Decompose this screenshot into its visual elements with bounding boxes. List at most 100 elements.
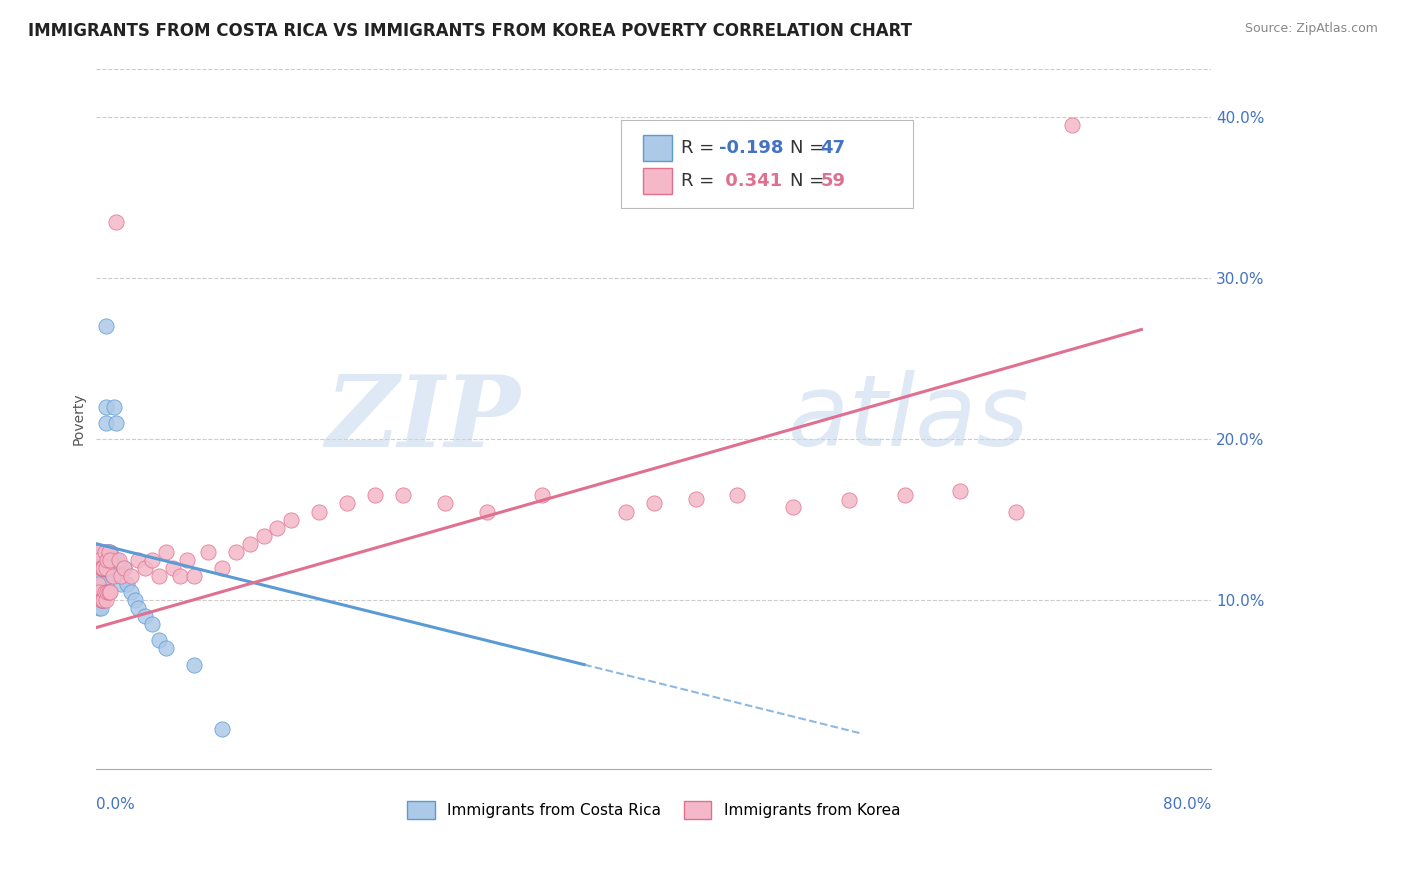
Point bbox=[211, 561, 233, 575]
Point bbox=[134, 561, 156, 575]
Point bbox=[90, 553, 112, 567]
Point bbox=[112, 561, 135, 575]
Point bbox=[94, 561, 117, 575]
Point bbox=[87, 545, 110, 559]
Point bbox=[614, 504, 637, 518]
Point bbox=[148, 569, 170, 583]
Point bbox=[124, 593, 146, 607]
Point bbox=[120, 569, 142, 583]
Point bbox=[97, 545, 120, 559]
Point bbox=[685, 491, 707, 506]
Point bbox=[89, 569, 111, 583]
Text: N =: N = bbox=[790, 172, 830, 190]
Point bbox=[183, 657, 205, 672]
Point bbox=[211, 722, 233, 736]
Text: N =: N = bbox=[790, 139, 830, 157]
Point bbox=[89, 601, 111, 615]
Point bbox=[98, 553, 121, 567]
Point bbox=[1060, 118, 1083, 132]
Point bbox=[127, 553, 149, 567]
Point bbox=[98, 545, 121, 559]
Text: ZIP: ZIP bbox=[325, 371, 520, 467]
Text: R =: R = bbox=[682, 172, 720, 190]
Point bbox=[98, 561, 121, 575]
Point bbox=[141, 553, 163, 567]
Point bbox=[87, 561, 110, 575]
Point bbox=[90, 561, 112, 575]
Point bbox=[96, 561, 118, 575]
Point bbox=[225, 545, 247, 559]
Point bbox=[89, 585, 111, 599]
Point bbox=[91, 577, 114, 591]
Point bbox=[94, 400, 117, 414]
Point bbox=[87, 577, 110, 591]
Point bbox=[433, 496, 456, 510]
Point bbox=[127, 601, 149, 615]
Point bbox=[949, 483, 972, 498]
Point bbox=[475, 504, 498, 518]
Point bbox=[91, 561, 114, 575]
Point bbox=[183, 569, 205, 583]
Point bbox=[104, 214, 127, 228]
Point bbox=[90, 585, 112, 599]
Point bbox=[100, 553, 122, 567]
Text: IMMIGRANTS FROM COSTA RICA VS IMMIGRANTS FROM KOREA POVERTY CORRELATION CHART: IMMIGRANTS FROM COSTA RICA VS IMMIGRANTS… bbox=[28, 22, 912, 40]
Point bbox=[89, 553, 111, 567]
Point bbox=[280, 513, 302, 527]
Point bbox=[87, 545, 110, 559]
Text: 59: 59 bbox=[821, 172, 845, 190]
Point bbox=[94, 593, 117, 607]
Point bbox=[93, 545, 115, 559]
Point bbox=[90, 601, 112, 615]
Point bbox=[98, 585, 121, 599]
Point bbox=[96, 553, 118, 567]
Text: atlas: atlas bbox=[787, 370, 1029, 467]
Point bbox=[155, 641, 177, 656]
Text: 0.0%: 0.0% bbox=[97, 797, 135, 813]
Text: R =: R = bbox=[682, 139, 720, 157]
Text: 47: 47 bbox=[821, 139, 845, 157]
Point bbox=[308, 504, 330, 518]
Point bbox=[90, 577, 112, 591]
Point bbox=[91, 561, 114, 575]
Point bbox=[197, 545, 219, 559]
Point bbox=[93, 585, 115, 599]
Point bbox=[104, 416, 127, 430]
Point bbox=[155, 545, 177, 559]
Point bbox=[392, 488, 415, 502]
Point bbox=[838, 493, 860, 508]
Point bbox=[97, 545, 120, 559]
Point bbox=[110, 577, 132, 591]
Legend: Immigrants from Costa Rica, Immigrants from Korea: Immigrants from Costa Rica, Immigrants f… bbox=[401, 795, 907, 825]
Point bbox=[101, 569, 124, 583]
Point bbox=[93, 561, 115, 575]
Point bbox=[162, 561, 184, 575]
Point bbox=[89, 585, 111, 599]
Point bbox=[93, 545, 115, 559]
Point bbox=[94, 319, 117, 334]
Point bbox=[893, 488, 915, 502]
Point bbox=[252, 529, 274, 543]
Point bbox=[97, 585, 120, 599]
Point bbox=[87, 577, 110, 591]
Point bbox=[90, 569, 112, 583]
Text: -0.198: -0.198 bbox=[720, 139, 783, 157]
Point bbox=[90, 561, 112, 575]
Point bbox=[94, 416, 117, 430]
Point bbox=[90, 593, 112, 607]
Point bbox=[148, 633, 170, 648]
Point bbox=[90, 593, 112, 607]
Point bbox=[107, 553, 129, 567]
Text: Source: ZipAtlas.com: Source: ZipAtlas.com bbox=[1244, 22, 1378, 36]
Point bbox=[336, 496, 359, 510]
Point bbox=[90, 561, 112, 575]
Point bbox=[105, 553, 128, 567]
Point bbox=[90, 593, 112, 607]
Point bbox=[120, 585, 142, 599]
Point bbox=[96, 545, 118, 559]
Text: 0.341: 0.341 bbox=[720, 172, 783, 190]
Point bbox=[101, 569, 124, 583]
Point bbox=[364, 488, 387, 502]
Point bbox=[89, 553, 111, 567]
Point bbox=[169, 569, 191, 583]
